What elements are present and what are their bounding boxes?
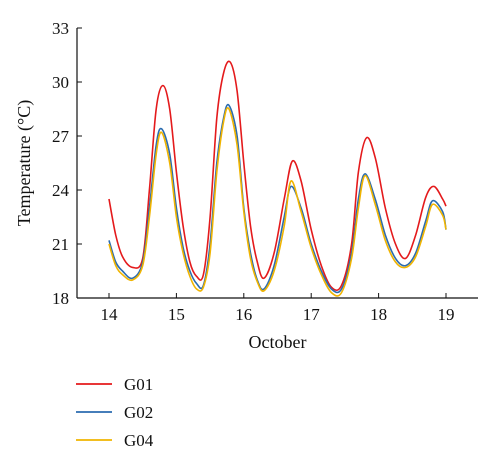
x-tick-label: 16 <box>235 305 252 324</box>
y-tick-label: 33 <box>52 19 69 38</box>
legend-label-g04: G04 <box>124 431 154 450</box>
x-axis-ticks: 14 15 16 17 18 19 <box>101 293 455 324</box>
x-tick-label: 17 <box>303 305 321 324</box>
y-tick-label: 27 <box>52 127 70 146</box>
y-axis-ticks: 18 21 24 27 30 33 <box>52 19 82 308</box>
y-tick-label: 21 <box>52 235 69 254</box>
legend-label-g02: G02 <box>124 403 153 422</box>
series-line-g04 <box>108 107 447 297</box>
y-tick-label: 24 <box>52 181 70 200</box>
plot-frame <box>76 28 478 299</box>
series-line-g01 <box>108 60 447 292</box>
series-lines <box>108 60 447 297</box>
x-axis-title: October <box>249 332 307 352</box>
y-tick-label: 18 <box>52 289 69 308</box>
x-tick-label: 19 <box>438 305 455 324</box>
y-tick-label: 30 <box>52 73 69 92</box>
x-tick-label: 18 <box>370 305 387 324</box>
y-axis-title: Temperature (°C) <box>14 100 35 226</box>
x-tick-label: 15 <box>168 305 185 324</box>
legend: G01 G02 G04 <box>76 375 154 450</box>
x-tick-label: 14 <box>101 305 119 324</box>
legend-label-g01: G01 <box>124 375 153 394</box>
